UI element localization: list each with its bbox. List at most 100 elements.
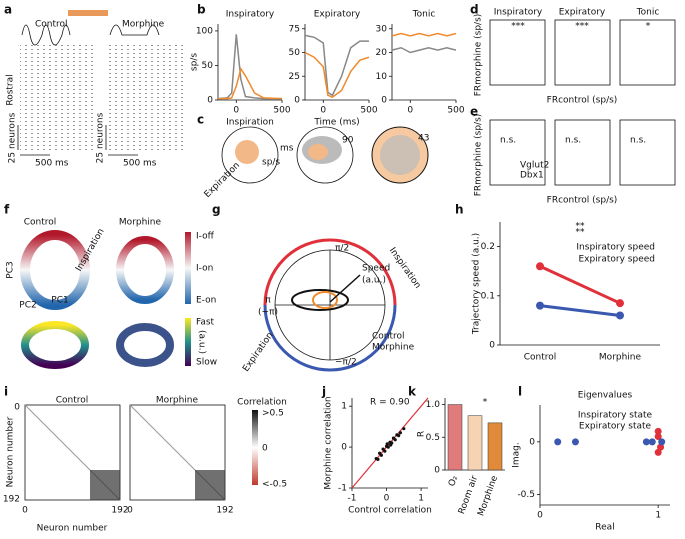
label: FRcontrol (sp/s) bbox=[547, 96, 618, 106]
label: (a.u.) bbox=[197, 330, 207, 354]
x-tick-label: 0 bbox=[320, 106, 326, 116]
point bbox=[648, 438, 656, 446]
y-tick-label: -1 bbox=[338, 484, 347, 494]
label: I-off bbox=[196, 232, 215, 242]
label: *** bbox=[575, 22, 589, 32]
label: FRmorphine (sp/s) bbox=[474, 14, 484, 97]
y-tick-label: 10 bbox=[376, 72, 388, 82]
y-axis-label: R bbox=[417, 431, 427, 437]
panel-label: f bbox=[4, 203, 10, 217]
chart-title: Expiratory bbox=[314, 10, 361, 20]
point bbox=[554, 438, 562, 446]
label: PC3 bbox=[6, 261, 16, 278]
y-tick-label: 100 bbox=[196, 26, 213, 36]
point bbox=[385, 442, 389, 446]
y-tick-label: 0 bbox=[489, 341, 495, 351]
y-tick-label: 1.0 bbox=[426, 400, 441, 410]
line bbox=[218, 67, 283, 100]
label: 192 bbox=[3, 495, 20, 505]
y-tick-label: 75 bbox=[289, 24, 300, 34]
x-tick-label: Morphine bbox=[476, 474, 500, 517]
label: Tonic bbox=[636, 8, 660, 18]
label: n.s. bbox=[565, 136, 581, 146]
y-tick-label: 30 bbox=[376, 24, 388, 34]
panel-label: j bbox=[321, 385, 326, 399]
annotation: * bbox=[483, 398, 488, 408]
axis bbox=[217, 24, 282, 101]
x-tick-label: 0 bbox=[384, 494, 390, 504]
point bbox=[654, 427, 662, 435]
y-tick-label: 50 bbox=[289, 48, 301, 58]
label: 25 neurons bbox=[8, 112, 18, 163]
panel-letters: a b c d e f g h i j k l bbox=[4, 3, 522, 399]
legend-label: Expiratory state bbox=[579, 422, 652, 432]
label: Neuron number bbox=[37, 524, 108, 534]
point bbox=[642, 438, 650, 446]
x-tick-label: Room air bbox=[457, 474, 480, 515]
label: Correlation bbox=[237, 398, 287, 408]
label: ms bbox=[280, 144, 294, 154]
label: 43 bbox=[418, 134, 429, 144]
label: 500 ms bbox=[123, 159, 157, 169]
y-tick-label: 1 bbox=[341, 402, 347, 412]
label: FRmorphine (sp/s) bbox=[474, 114, 484, 197]
y-tick-label: 50 bbox=[202, 61, 214, 71]
label: Morphine bbox=[156, 396, 199, 406]
label: n.s. bbox=[500, 136, 516, 146]
axis bbox=[304, 24, 369, 101]
line bbox=[391, 32, 457, 37]
label: 500 ms bbox=[35, 159, 69, 169]
point bbox=[383, 449, 387, 453]
x-tick-label: 500 bbox=[447, 106, 464, 116]
point bbox=[658, 438, 666, 446]
point bbox=[654, 448, 662, 456]
line bbox=[217, 34, 282, 100]
chart-title: Inspiratory bbox=[226, 10, 275, 20]
y-tick-label: 0 bbox=[529, 437, 535, 447]
panel-label: i bbox=[4, 385, 8, 399]
panel-label: a bbox=[4, 3, 12, 17]
label: sp/s bbox=[262, 158, 280, 168]
legend-label: Inspiratory speed bbox=[576, 243, 655, 253]
label: Morphine bbox=[119, 218, 162, 228]
y-tick-label: 0 bbox=[434, 466, 440, 476]
label: 90 bbox=[342, 136, 354, 146]
label: 0 bbox=[14, 403, 20, 413]
point bbox=[402, 427, 406, 431]
y-tick-label: 25 bbox=[289, 72, 300, 82]
label: Slow bbox=[196, 358, 217, 368]
panel-label: c bbox=[197, 113, 204, 127]
panel-label: e bbox=[470, 105, 478, 119]
label: 192 bbox=[216, 506, 233, 516]
panel-label: h bbox=[455, 203, 464, 217]
label: Inspiration bbox=[226, 118, 274, 128]
point bbox=[397, 434, 401, 438]
point bbox=[654, 433, 662, 441]
panel-label: k bbox=[408, 385, 417, 399]
label: Expiratory bbox=[559, 8, 606, 18]
point bbox=[571, 438, 579, 446]
x-axis-label: Real bbox=[595, 523, 614, 533]
label: Expiration bbox=[241, 331, 275, 374]
label: *** bbox=[511, 22, 525, 32]
panel-label: b bbox=[197, 3, 206, 17]
y-tick-label: 0 bbox=[341, 443, 347, 453]
label: Control bbox=[24, 218, 57, 228]
label: Inspiratory bbox=[494, 8, 543, 18]
panel-label: l bbox=[518, 385, 522, 399]
label: PC2 bbox=[19, 301, 36, 311]
label: Neuron number bbox=[6, 416, 16, 487]
chart-title: Eigenvalues bbox=[578, 391, 633, 401]
label: PC1 bbox=[51, 296, 68, 306]
line bbox=[304, 34, 369, 97]
x-tick-label: 0 bbox=[407, 106, 413, 116]
y-tick-label: 0 bbox=[207, 96, 213, 106]
x-tick-label: 1 bbox=[418, 494, 424, 504]
label: π/2 bbox=[335, 244, 349, 254]
x-tick-label: 500 bbox=[273, 106, 290, 116]
label: <-0.5 bbox=[262, 480, 287, 490]
y-axis-label: Morphine correlation bbox=[324, 396, 334, 489]
y-axis-label: Trajectory speed (a.u.) bbox=[472, 233, 482, 335]
label: * bbox=[646, 22, 651, 32]
